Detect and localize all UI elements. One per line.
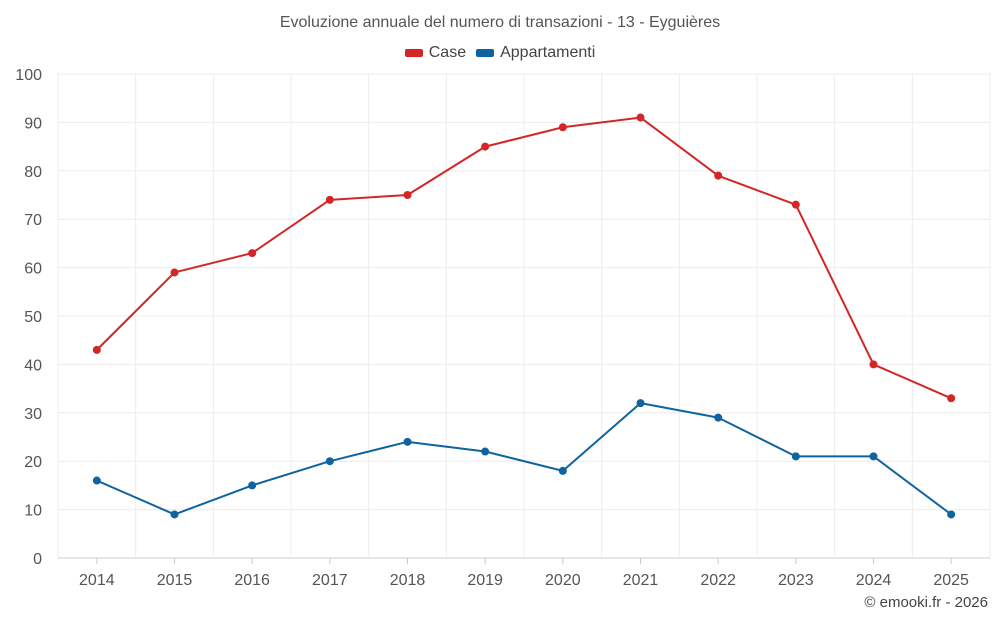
grid [57, 73, 991, 559]
x-tick-label: 2022 [700, 572, 736, 589]
credit: © emooki.fr - 2026 [864, 594, 988, 611]
data-point-case [947, 394, 956, 403]
data-point-appartamenti [248, 481, 257, 490]
x-tick-label: 2015 [157, 572, 193, 589]
x-tick-label: 2020 [545, 572, 581, 589]
legend-item-appartamenti[interactable]: Appartamenti [476, 44, 595, 62]
x-tick-label: 2023 [778, 572, 814, 589]
x-tick-label: 2017 [312, 572, 348, 589]
data-point-appartamenti [636, 399, 645, 408]
y-tick-label: 80 [24, 164, 42, 181]
legend-label-case: Case [428, 44, 467, 61]
data-point-case [170, 268, 179, 277]
data-point-case [558, 123, 567, 132]
y-tick-label: 50 [24, 309, 42, 326]
x-tick-label: 2018 [390, 572, 426, 589]
data-point-case [403, 191, 412, 199]
y-tick-label: 90 [24, 115, 42, 132]
data-point-appartamenti [714, 413, 723, 422]
y-tick-label: 0 [33, 551, 42, 568]
legend-swatch-appartamenti [476, 49, 495, 57]
y-tick-label: 30 [24, 406, 42, 423]
series-line-case [96, 116, 952, 400]
data-point-appartamenti [170, 510, 179, 519]
data-point-case [869, 360, 878, 369]
y-tick-label: 100 [15, 67, 42, 84]
axes: 0 10 20 30 40 50 60 70 80 90 100 2014 2015 2016 2017 20… [15, 67, 969, 589]
data-point-appartamenti [947, 510, 956, 519]
x-tick-label: 2014 [79, 572, 115, 589]
data-point-appartamenti [325, 457, 334, 466]
chart-title: Evoluzione annuale del numero di transaz… [279, 14, 721, 31]
x-tick-label: 2016 [234, 572, 270, 589]
data-point-appartamenti [92, 476, 101, 485]
x-tick-label: 2024 [856, 572, 892, 589]
y-tick-label: 70 [24, 212, 42, 229]
y-tick-label: 60 [24, 261, 42, 278]
data-point-appartamenti [558, 466, 567, 475]
x-tick-label: 2019 [467, 572, 503, 589]
data-point-case [791, 200, 800, 209]
legend-swatch-case [404, 49, 423, 57]
x-tick-label: 2025 [933, 572, 969, 589]
y-tick-label: 40 [24, 357, 42, 374]
data-point-appartamenti [403, 437, 412, 446]
y-tick-label: 20 [24, 454, 42, 471]
x-tick-label: 2021 [623, 572, 659, 589]
legend: Case Appartamenti [0, 44, 1000, 62]
legend-item-case[interactable]: Case [404, 44, 467, 62]
data-point-appartamenti [481, 447, 490, 456]
y-tick-label: 10 [24, 503, 42, 520]
data-point-case [636, 113, 645, 122]
data-point-case [92, 345, 101, 354]
data-point-case [325, 195, 334, 204]
data-point-appartamenti [869, 452, 878, 461]
series [92, 113, 956, 519]
data-point-case [248, 249, 257, 258]
data-point-case [481, 142, 490, 151]
series-line-appartamenti [96, 402, 952, 516]
data-point-case [714, 171, 723, 180]
legend-label-appartamenti: Appartamenti [500, 44, 596, 61]
data-point-appartamenti [791, 452, 800, 461]
